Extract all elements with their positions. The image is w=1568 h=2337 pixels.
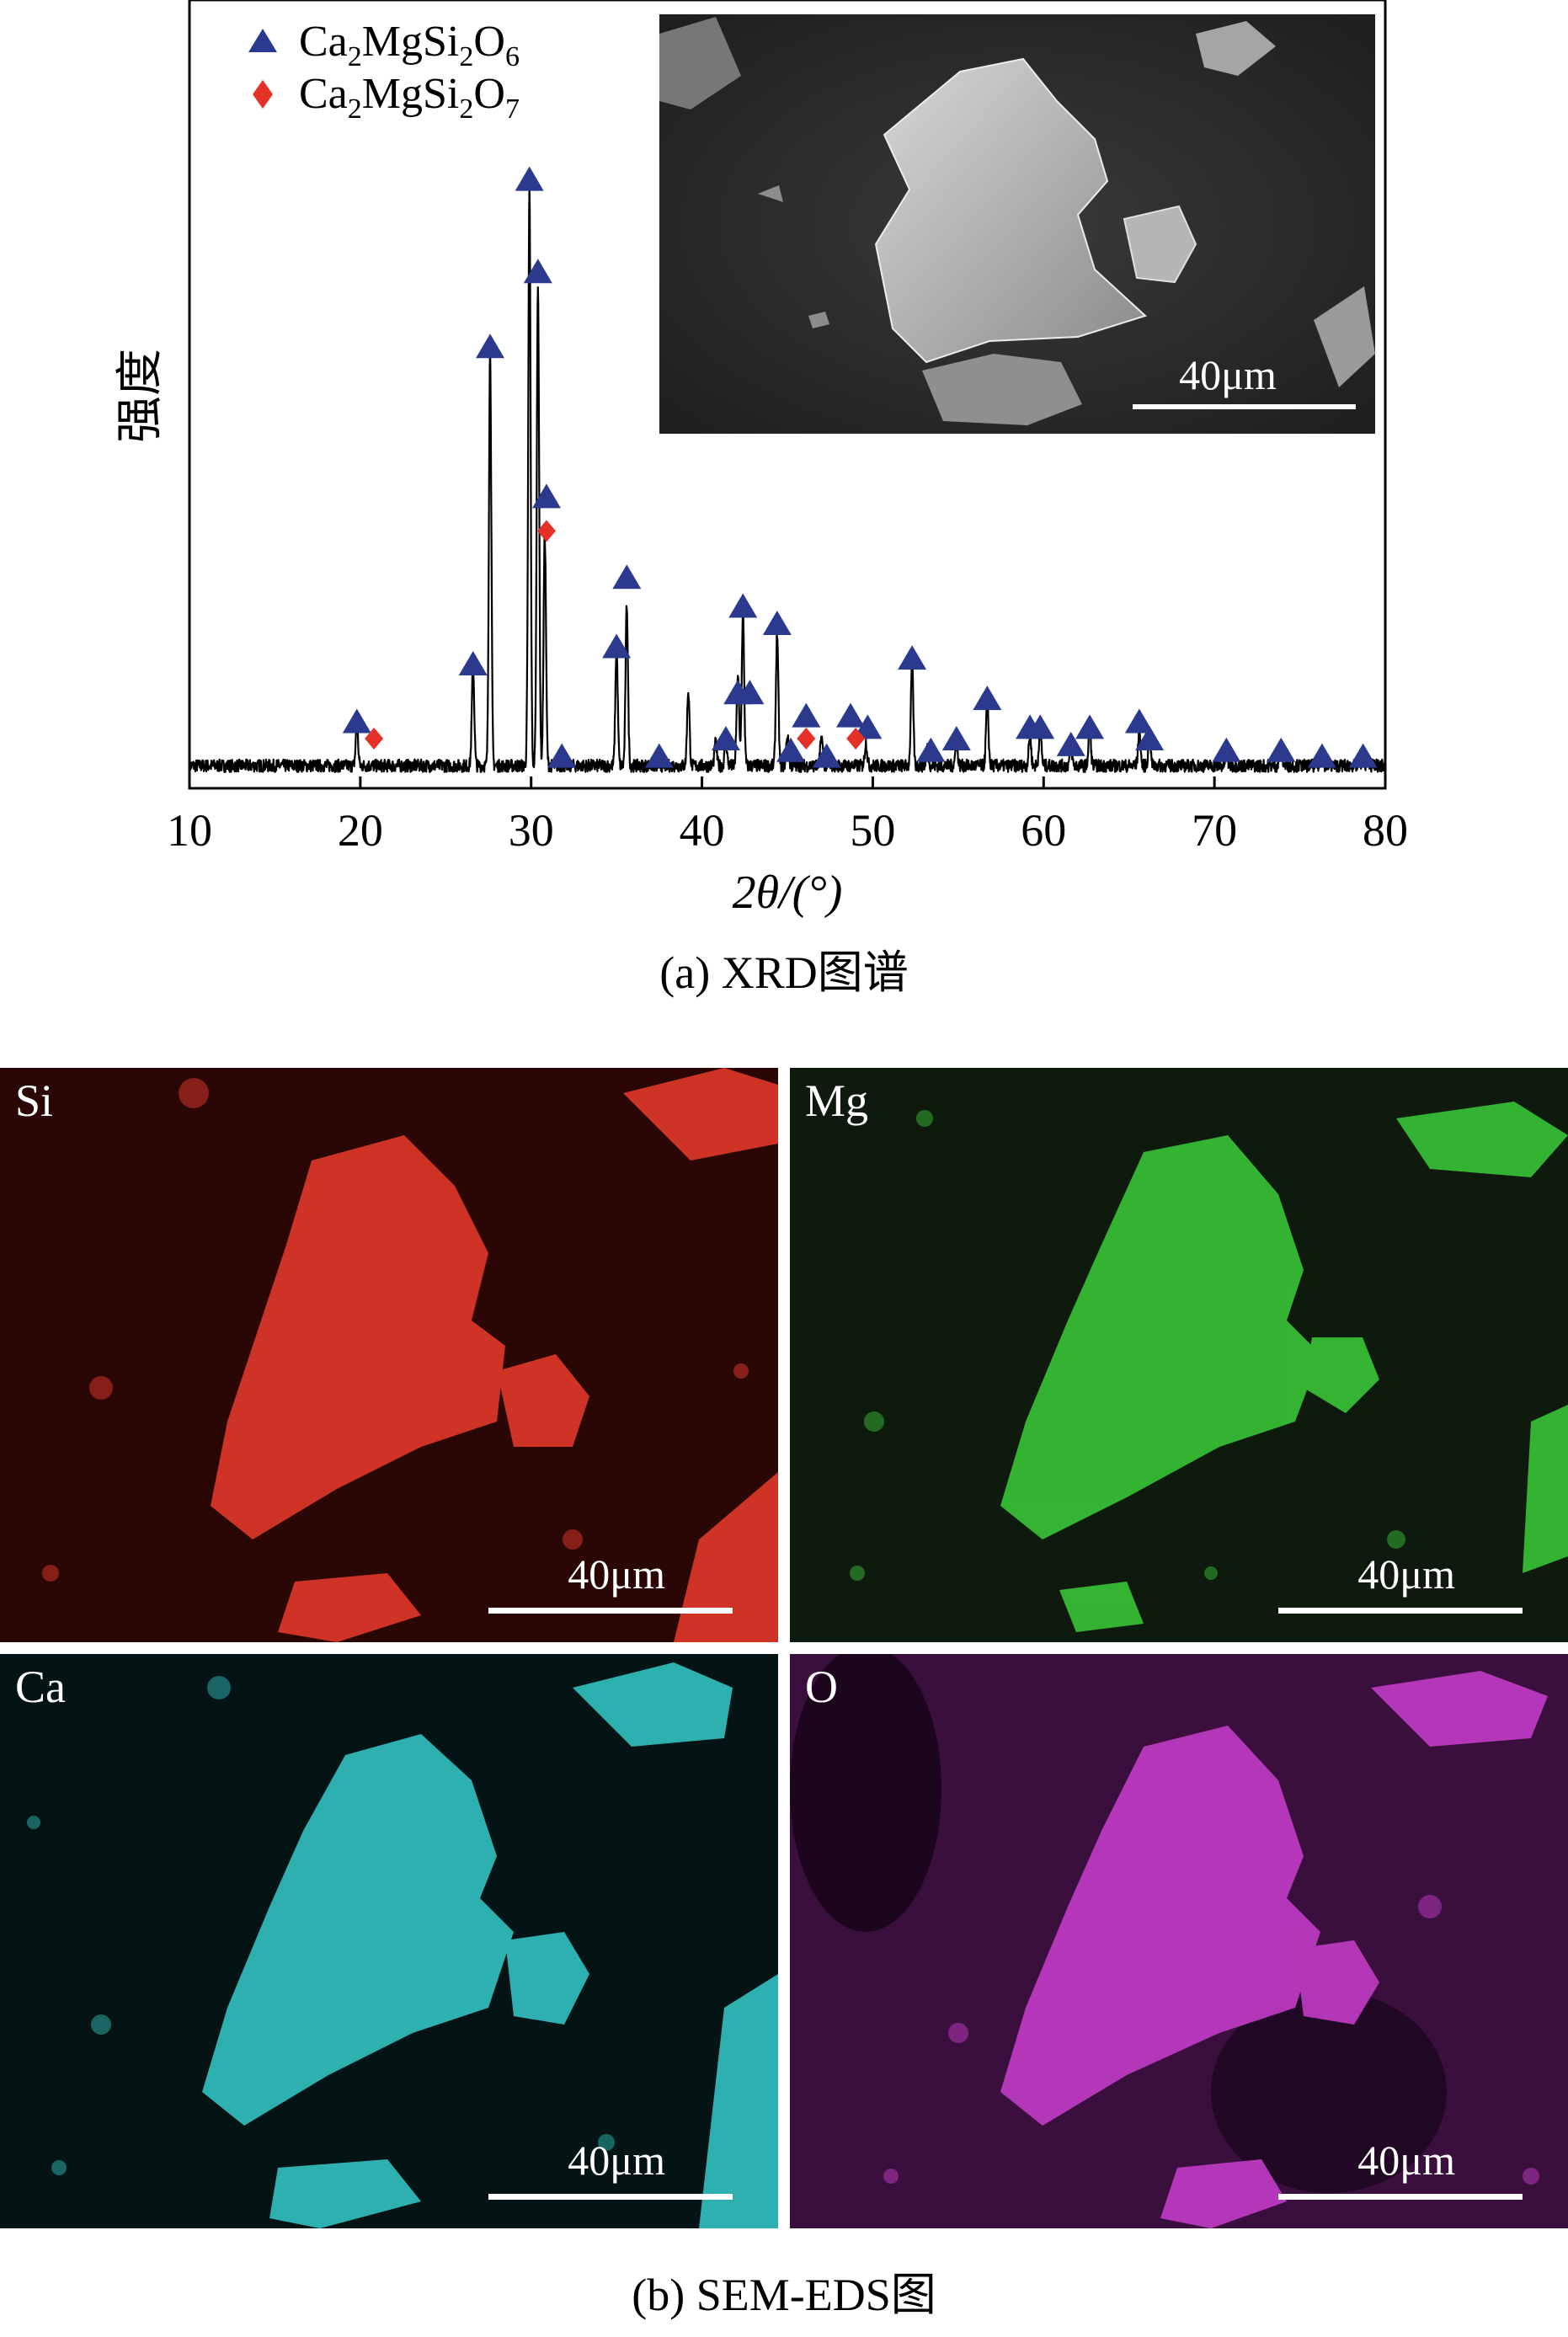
eds-scale-bar-o (1278, 2194, 1523, 2200)
ca2mgsi2o6-peak-marker (1307, 743, 1336, 768)
ca2mgsi2o7-peak-marker (536, 520, 556, 542)
ca2mgsi2o6-peak-marker (458, 651, 488, 675)
eds-si-image (0, 1068, 778, 1642)
eds-scale-label-si: 40μm (568, 1550, 665, 1598)
ca2mgsi2o6-peak-marker (547, 743, 577, 768)
ca2mgsi2o6-peak-marker (1212, 737, 1241, 762)
xrd-pattern-line (188, 184, 1387, 773)
ca2mgsi2o6-peak-marker (792, 702, 821, 728)
ca2mgsi2o6-peak-marker (853, 714, 883, 739)
eds-scale-bar-mg (1278, 1608, 1523, 1614)
legend: Ca2MgSi2O6 Ca2MgSi2O7 (248, 18, 520, 125)
ca2mgsi2o7-peak-marker (797, 728, 816, 750)
ca2mgsi2o6-peak-marker (728, 593, 758, 618)
ca2mgsi2o6-peak-marker (515, 166, 544, 191)
x-tick-label: 80 (1363, 805, 1408, 856)
eds-map-mg: Mg 40μm (790, 1068, 1568, 1642)
legend-label-ca2mgsi2o6: Ca2MgSi2O6 (299, 18, 520, 72)
eds-map-ca: Ca 40μm (0, 1654, 778, 2228)
plot-frame (188, 0, 1387, 790)
ca2mgsi2o6-peak-marker (711, 726, 740, 751)
inset-scale-bar (1133, 404, 1356, 409)
ca2mgsi2o6-peak-marker (1267, 737, 1296, 762)
caption-b: (b) SEM-EDS图 (632, 2270, 936, 2320)
eds-element-label-o: O (805, 1662, 838, 1712)
eds-o-image (790, 1654, 1568, 2228)
eds-scale-label-o: 40μm (1357, 2137, 1455, 2184)
eds-scale-bar-ca (488, 2194, 733, 2200)
x-tick-label: 60 (1021, 805, 1066, 856)
ca2mgsi2o6-peak-marker (342, 708, 371, 734)
sem-inset-image (659, 14, 1375, 434)
xrd-chart: 40μm 10 20 30 40 50 60 70 80 Ca2MgSi2O6 Ca2MgSi… (113, 0, 1408, 919)
caption-a: (a) XRD图谱 (659, 947, 909, 998)
ca2mgsi2o6-peak-marker (916, 737, 946, 762)
x-tick-label: 40 (680, 805, 725, 856)
eds-scale-label-mg: 40μm (1357, 1550, 1455, 1598)
ca2mgsi2o6-peak-marker (1124, 708, 1154, 734)
ca2mgsi2o6-peak-marker (973, 686, 1002, 711)
ca2mgsi2o6-peak-marker (1056, 731, 1085, 756)
eds-scale-bar-si (488, 1608, 733, 1614)
ca2mgsi2o6-peak-marker (1135, 726, 1165, 751)
x-tick-label: 20 (338, 805, 383, 856)
ca2mgsi2o6-peak-marker (476, 333, 505, 359)
eds-ca-image (0, 1654, 778, 2228)
ca2mgsi2o7-markers (365, 520, 866, 750)
eds-mg-image (790, 1068, 1568, 1642)
ca2mgsi2o6-peak-marker (735, 680, 765, 705)
ca2mgsi2o6-peak-marker (762, 611, 792, 636)
ca2mgsi2o6-peak-marker (644, 743, 674, 768)
ca2mgsi2o6-peak-marker (1348, 743, 1378, 768)
y-axis-label: 强度 (113, 349, 168, 443)
x-axis-label: 2θ/(°) (733, 867, 843, 919)
eds-element-label-mg: Mg (805, 1075, 869, 1126)
eds-map-si: Si 40μm (0, 1068, 778, 1642)
eds-element-label-si: Si (15, 1075, 54, 1126)
ca2mgsi2o6-peak-marker (941, 726, 971, 751)
ca2mgsi2o6-peak-marker (836, 702, 866, 728)
ca2mgsi2o6-peak-marker (812, 743, 841, 768)
legend-triangle-marker (248, 29, 277, 52)
legend-diamond-marker (253, 80, 273, 109)
ca2mgsi2o6-peak-marker (612, 564, 642, 590)
x-tick-label: 70 (1192, 805, 1237, 856)
ca2mgsi2o6-markers (342, 166, 1378, 768)
eds-element-label-ca: Ca (15, 1662, 66, 1712)
ca2mgsi2o6-peak-marker (602, 633, 632, 659)
ca2mgsi2o7-peak-marker (846, 728, 866, 750)
inset-scale-label: 40μm (1179, 351, 1277, 398)
ca2mgsi2o6-peak-marker (1075, 714, 1105, 739)
legend-label-ca2mgsi2o7: Ca2MgSi2O7 (299, 70, 520, 125)
eds-scale-label-ca: 40μm (568, 2137, 665, 2184)
ca2mgsi2o6-peak-marker (523, 259, 552, 284)
ca2mgsi2o6-peak-marker (1026, 714, 1055, 739)
ca2mgsi2o6-peak-marker (531, 483, 561, 509)
x-tick-label: 30 (509, 805, 554, 856)
x-tick-label: 10 (167, 805, 212, 856)
x-tick-label: 50 (850, 805, 895, 856)
ca2mgsi2o6-peak-marker (776, 737, 806, 762)
ca2mgsi2o6-peak-marker (898, 645, 927, 670)
ca2mgsi2o7-peak-marker (365, 728, 384, 750)
x-axis-ticks: 10 20 30 40 50 60 70 80 (167, 776, 1408, 856)
eds-map-o: O 40μm (790, 1654, 1568, 2228)
